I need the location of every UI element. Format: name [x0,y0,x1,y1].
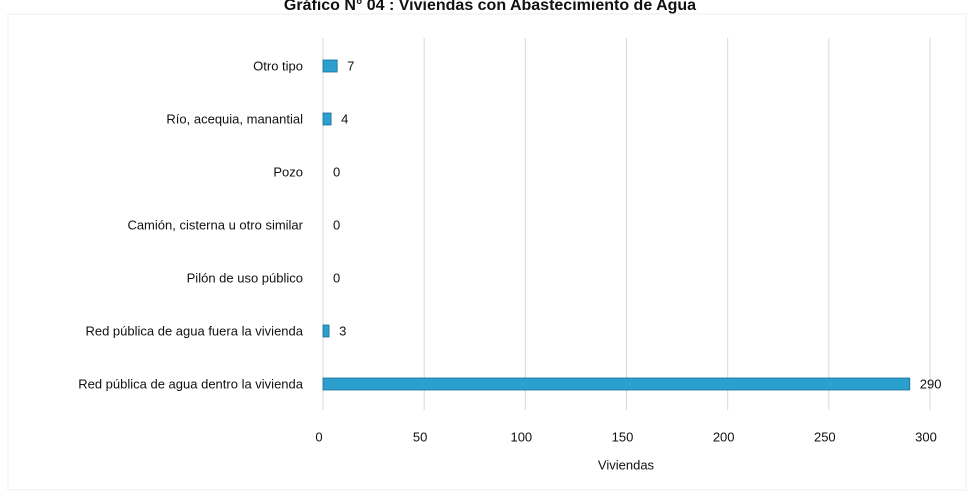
chart-frame [7,13,967,491]
y-tick-label: Camión, cisterna u otro similar [127,217,303,232]
x-tick-label: 300 [915,429,937,444]
y-tick-label: Red pública de agua dentro la vivienda [78,376,304,391]
chart-title: Gráfico N° 04 : Viviendas con Abastecimi… [284,0,696,14]
x-tick-label: 150 [612,429,634,444]
y-tick-label: Río, acequia, manantial [166,111,303,126]
x-tick-label: 200 [713,429,735,444]
x-axis-label: Viviendas [598,457,655,472]
value-label: 7 [347,58,354,73]
x-tick-label: 100 [510,429,532,444]
y-tick-label: Pilón de uso público [187,270,303,285]
y-tick-label: Pozo [273,164,303,179]
value-label: 3 [339,323,346,338]
bar [322,59,338,73]
value-label: 0 [333,270,340,285]
x-tick-label: 0 [315,429,322,444]
x-tick-label: 50 [413,429,427,444]
bar [322,377,911,391]
y-tick-label: Red pública de agua fuera la vivienda [85,323,303,338]
bar [322,324,330,338]
y-tick-label: Otro tipo [253,58,303,73]
value-label: 0 [333,164,340,179]
value-label: 0 [333,217,340,232]
bar [322,112,332,126]
value-label: 290 [920,376,942,391]
x-tick-label: 250 [814,429,836,444]
value-label: 4 [341,111,348,126]
